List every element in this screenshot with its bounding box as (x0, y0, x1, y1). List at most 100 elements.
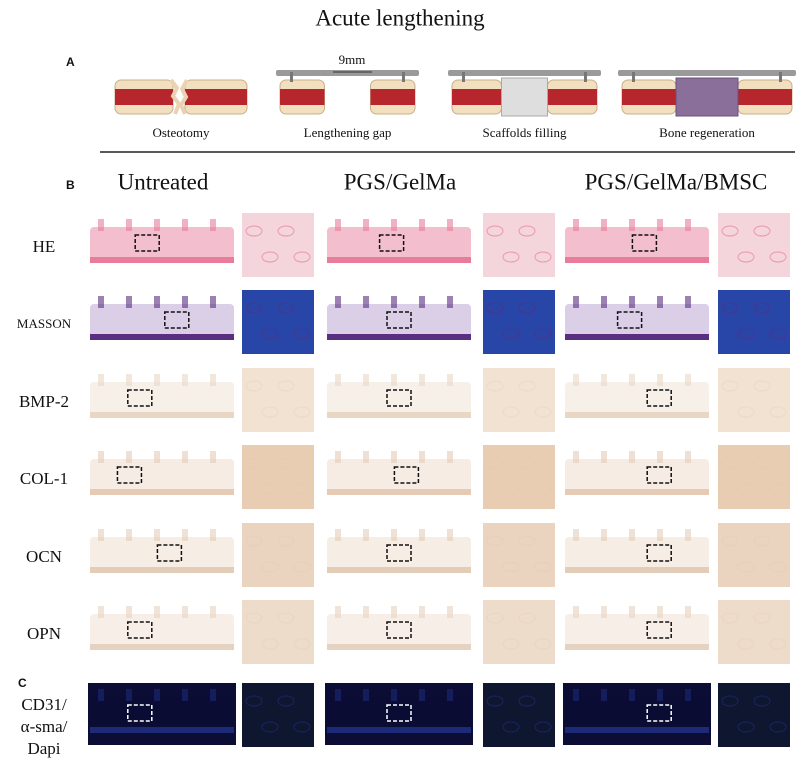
cell-cluster (486, 457, 504, 469)
cell-cluster (502, 328, 520, 340)
trabecula (657, 451, 663, 463)
trabecula (685, 529, 691, 541)
trabecula (601, 296, 607, 308)
scaffold (501, 77, 548, 117)
magnified-view (242, 600, 314, 664)
cell-cluster (293, 638, 311, 650)
trabecula (210, 219, 216, 231)
cell-cluster (293, 561, 311, 573)
magnified-view (483, 600, 555, 664)
cell-cluster (737, 406, 755, 418)
trabecula (419, 296, 425, 308)
magnified-view (242, 213, 314, 277)
cell-cluster (486, 302, 504, 314)
trabecula (98, 451, 104, 463)
marrow (115, 89, 173, 105)
trabecula (573, 374, 579, 386)
trabecula (210, 529, 216, 541)
panel-label: B (66, 178, 75, 192)
trabecula (601, 529, 607, 541)
marrow (370, 89, 415, 105)
roi-box (386, 704, 412, 722)
tissue-section (327, 382, 471, 418)
trabecula (419, 606, 425, 618)
cortical-band (90, 334, 234, 340)
trabecula (182, 606, 188, 618)
fixator (448, 70, 601, 76)
roi-box (156, 544, 183, 562)
roi-box (127, 704, 153, 722)
magnified-view (718, 368, 790, 432)
cortical-band (90, 644, 234, 650)
trabecula (363, 529, 369, 541)
cell-cluster (721, 535, 739, 547)
tissue-section (327, 697, 471, 733)
cell-cluster (737, 561, 755, 573)
trabecula (629, 529, 635, 541)
trabecula (601, 451, 607, 463)
trabecula (573, 451, 579, 463)
tissue-section (565, 304, 709, 340)
step-label: Osteotomy (152, 125, 210, 140)
trabecula (335, 219, 341, 231)
roi-box (646, 704, 672, 722)
magnified-view (718, 213, 790, 277)
trabecula (126, 606, 132, 618)
cortical-band (90, 567, 234, 573)
cortical-band (90, 489, 234, 495)
row-label: OPN (27, 624, 61, 643)
trabecula (210, 606, 216, 618)
roi-box (378, 234, 405, 252)
magnified-view (242, 290, 314, 354)
cell-cluster (737, 328, 755, 340)
pin (290, 72, 293, 82)
tissue-section (90, 614, 234, 650)
magnified-view (242, 368, 314, 432)
tissue-section (90, 382, 234, 418)
trabecula (98, 689, 104, 701)
trabecula (154, 689, 160, 701)
cell-cluster (721, 695, 739, 707)
marrow (280, 89, 325, 105)
trabecula (210, 296, 216, 308)
trabecula (126, 529, 132, 541)
step-label: Lengthening gap (304, 125, 392, 140)
tissue-section (327, 227, 471, 263)
trabecula (126, 296, 132, 308)
cell-cluster (753, 535, 771, 547)
tissue-section (565, 227, 709, 263)
roi-box (616, 311, 643, 329)
cell-cluster (769, 328, 787, 340)
trabecula (335, 296, 341, 308)
magnified-view (718, 683, 790, 747)
roi-box (646, 621, 672, 639)
trabecula (573, 689, 579, 701)
regenerate (675, 77, 739, 117)
trabecula (629, 374, 635, 386)
trabecula (154, 529, 160, 541)
cell-cluster (753, 380, 771, 392)
trabecula (363, 689, 369, 701)
cell-cluster (277, 612, 295, 624)
roi-box (386, 311, 412, 329)
trabecula (154, 374, 160, 386)
cell-cluster (753, 457, 771, 469)
trabecula (98, 296, 104, 308)
cell-cluster (277, 695, 295, 707)
magnified-view (718, 600, 790, 664)
trabecula (573, 296, 579, 308)
tissue-section (327, 614, 471, 650)
cell-cluster (534, 721, 552, 733)
cortical-band (90, 727, 234, 733)
row-label: Dapi (27, 739, 60, 758)
trabecula (126, 219, 132, 231)
cell-cluster (245, 302, 263, 314)
cortical-band (327, 334, 471, 340)
cell-cluster (769, 406, 787, 418)
trabecula (182, 451, 188, 463)
cell-cluster (518, 225, 536, 237)
cortical-band (90, 412, 234, 418)
row-label: MASSON (17, 316, 72, 331)
tissue-section (327, 459, 471, 495)
trabecula (391, 296, 397, 308)
